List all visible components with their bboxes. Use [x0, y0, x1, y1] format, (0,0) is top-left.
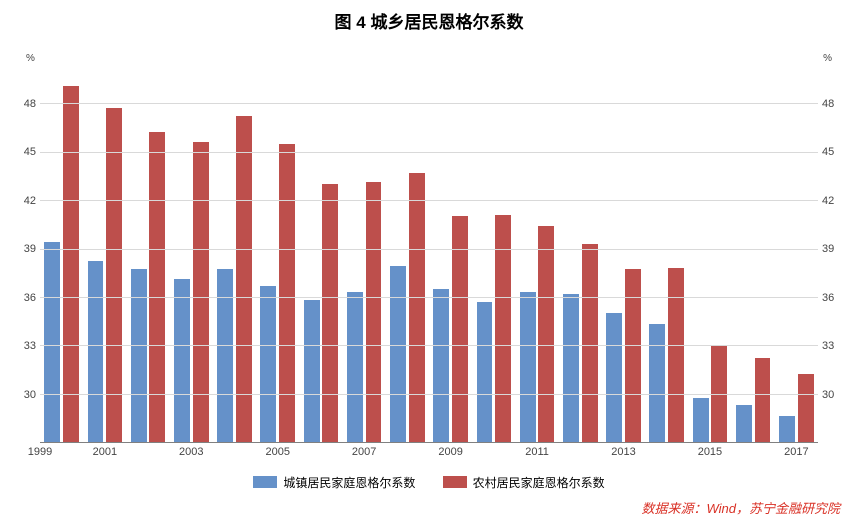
gridline: [40, 200, 818, 201]
y-tick-label-left: 33: [18, 340, 36, 352]
bar-rural: [106, 108, 122, 442]
bar-rural: [538, 226, 554, 442]
chart-title: 图 4 城乡居民恩格尔系数: [0, 0, 858, 33]
y-tick-label-left: 48: [18, 98, 36, 110]
y-tick-label-right: 48: [822, 98, 840, 110]
bar-urban: [433, 289, 449, 442]
bar-urban: [88, 261, 104, 442]
x-tick-label: 2007: [352, 446, 376, 458]
gridline: [40, 152, 818, 153]
bar-rural: [366, 182, 382, 442]
data-source: 数据来源：Wind，苏宁金融研究院: [641, 498, 840, 517]
bar-rural: [755, 358, 771, 442]
gridline: [40, 249, 818, 250]
bar-urban: [174, 279, 190, 442]
gridline: [40, 345, 818, 346]
legend: 城镇居民家庭恩格尔系数 农村居民家庭恩格尔系数: [0, 474, 858, 492]
bar-rural: [668, 268, 684, 442]
y-tick-label-right: 30: [822, 389, 840, 401]
y-tick-label-left: 45: [18, 146, 36, 158]
y-tick-label-left: 30: [18, 389, 36, 401]
x-tick-label: 2001: [93, 446, 117, 458]
bar-rural: [409, 173, 425, 442]
legend-label-rural: 农村居民家庭恩格尔系数: [473, 474, 605, 491]
bar-rural: [279, 144, 295, 442]
bar-urban: [131, 269, 147, 442]
plot-region: 1999200120032005200720092011201320152017: [40, 55, 818, 443]
gridline: [40, 394, 818, 395]
gridline: [40, 297, 818, 298]
bar-rural: [149, 132, 165, 442]
x-tick-label: 2009: [438, 446, 462, 458]
bar-urban: [606, 313, 622, 442]
y-unit-left: %: [26, 53, 35, 64]
gridline: [40, 103, 818, 104]
bar-urban: [693, 398, 709, 442]
bar-urban: [260, 286, 276, 442]
bar-rural: [625, 269, 641, 442]
bar-urban: [649, 324, 665, 442]
bar-urban: [44, 242, 60, 442]
legend-item-rural: 农村居民家庭恩格尔系数: [443, 474, 605, 491]
y-tick-label-right: 39: [822, 243, 840, 255]
y-tick-label-right: 45: [822, 146, 840, 158]
chart-area: % % 199920012003200520072009201120132015…: [40, 55, 818, 443]
y-tick-label-left: 39: [18, 243, 36, 255]
bar-urban: [563, 294, 579, 442]
x-tick-label: 2017: [784, 446, 808, 458]
bar-rural: [193, 142, 209, 442]
bar-urban: [779, 416, 795, 442]
bar-urban: [736, 405, 752, 442]
bar-urban: [217, 269, 233, 442]
x-tick-label: 2013: [611, 446, 635, 458]
y-tick-label-right: 36: [822, 292, 840, 304]
y-unit-right: %: [823, 53, 832, 64]
bar-urban: [347, 292, 363, 442]
bar-rural: [63, 86, 79, 442]
x-tick-label: 2011: [525, 446, 549, 458]
bar-rural: [798, 374, 814, 442]
y-tick-label-left: 42: [18, 195, 36, 207]
y-tick-label-right: 42: [822, 195, 840, 207]
y-tick-label-left: 36: [18, 292, 36, 304]
x-tick-label: 2003: [179, 446, 203, 458]
bar-rural: [452, 216, 468, 442]
bar-urban: [304, 300, 320, 442]
y-tick-label-right: 33: [822, 340, 840, 352]
bar-rural: [582, 244, 598, 442]
legend-item-urban: 城镇居民家庭恩格尔系数: [253, 474, 415, 491]
x-tick-label: 2015: [698, 446, 722, 458]
legend-swatch-urban: [253, 476, 277, 488]
bar-rural: [322, 184, 338, 442]
bar-urban: [520, 292, 536, 442]
bar-urban: [390, 266, 406, 442]
legend-swatch-rural: [443, 476, 467, 488]
legend-label-urban: 城镇居民家庭恩格尔系数: [283, 474, 415, 491]
bar-urban: [477, 302, 493, 442]
x-tick-label: 2005: [265, 446, 289, 458]
x-tick-label: 1999: [28, 446, 52, 458]
